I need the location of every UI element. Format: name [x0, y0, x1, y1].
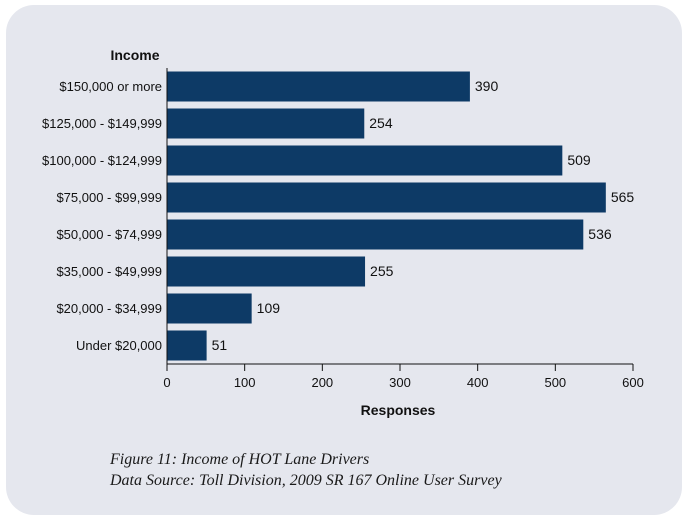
- bar: [167, 108, 365, 139]
- value-label: 51: [212, 337, 228, 353]
- x-axis-title: Responses: [361, 402, 436, 418]
- category-label: $50,000 - $74,999: [56, 227, 162, 242]
- figure-source: Data Source: Toll Division, 2009 SR 167 …: [110, 472, 502, 489]
- value-label: 109: [257, 300, 281, 316]
- category-label: $20,000 - $34,999: [56, 301, 162, 316]
- bar: [167, 330, 207, 361]
- value-label: 565: [611, 189, 635, 205]
- value-label: 536: [588, 226, 612, 242]
- category-label: $100,000 - $124,999: [42, 153, 162, 168]
- category-axis-title: Income: [110, 47, 159, 63]
- figure-title: Figure 11: Income of HOT Lane Drivers: [110, 451, 370, 468]
- bar: [167, 219, 584, 250]
- x-tick-label: 300: [389, 375, 411, 390]
- category-label: $125,000 - $149,999: [42, 116, 162, 131]
- x-tick-label: 100: [234, 375, 256, 390]
- bar: [167, 145, 563, 176]
- x-tick-label: 600: [622, 375, 644, 390]
- bar: [167, 293, 252, 324]
- x-tick-label: 0: [163, 375, 170, 390]
- x-ticks-group: 0 100 200 300 400 500 600: [163, 364, 644, 390]
- category-label: $75,000 - $99,999: [56, 190, 162, 205]
- x-tick-label: 200: [311, 375, 333, 390]
- category-label: Under $20,000: [76, 338, 162, 353]
- bars-group: $150,000 or more 390 $125,000 - $149,999 25…: [42, 71, 635, 361]
- bar: [167, 182, 606, 213]
- category-label: $150,000 or more: [59, 79, 162, 94]
- category-label: $35,000 - $49,999: [56, 264, 162, 279]
- value-label: 255: [370, 263, 394, 279]
- value-label: 390: [475, 78, 499, 94]
- x-tick-label: 400: [467, 375, 489, 390]
- value-label: 509: [567, 152, 591, 168]
- figure-caption: Figure 11: Income of HOT Lane Drivers Da…: [110, 449, 502, 491]
- x-tick-label: 500: [544, 375, 566, 390]
- bar: [167, 256, 366, 287]
- bar: [167, 71, 470, 102]
- value-label: 254: [369, 115, 393, 131]
